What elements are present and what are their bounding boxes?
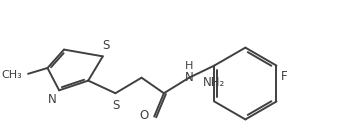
Text: O: O — [139, 109, 148, 122]
Text: CH₃: CH₃ — [1, 70, 22, 80]
Text: N: N — [185, 71, 193, 84]
Text: NH₂: NH₂ — [203, 76, 225, 89]
Text: S: S — [102, 39, 109, 52]
Text: F: F — [281, 70, 288, 83]
Text: N: N — [48, 93, 57, 106]
Text: H: H — [185, 61, 193, 71]
Text: S: S — [113, 99, 120, 112]
